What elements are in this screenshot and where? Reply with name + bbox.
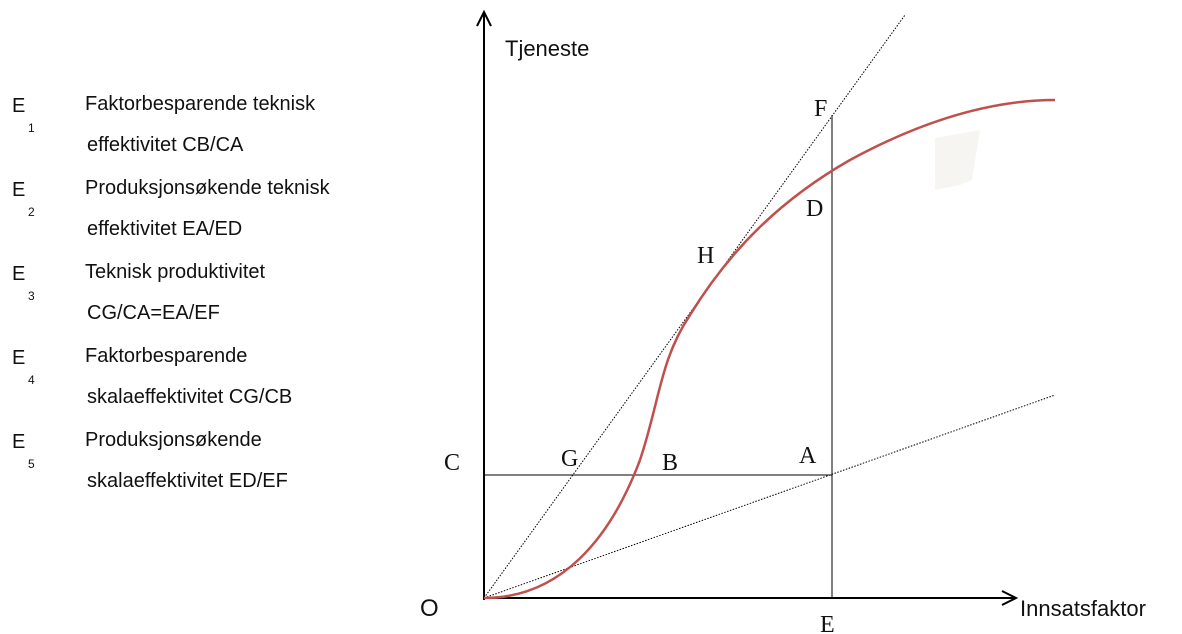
legend-text: effektivitet EA/ED (87, 218, 242, 240)
point-label: A (799, 443, 817, 469)
point-label: B (662, 450, 678, 476)
legend-symbol: E (12, 95, 25, 117)
x-arrow (1001, 590, 1019, 606)
legend-subscript: 3 (28, 289, 35, 303)
legend-symbol: E (12, 347, 25, 369)
production-curve (483, 98, 1056, 600)
legend-text: skalaeffektivitet CG/CB (87, 386, 292, 408)
legend-subscript: 5 (28, 457, 35, 471)
legend-text: effektivitet CB/CA (87, 134, 244, 156)
y-axis-label: Tjeneste (505, 36, 589, 61)
legend-text: skalaeffektivitet ED/EF (87, 470, 288, 492)
point-label: G (561, 446, 578, 472)
y-arrow (476, 9, 492, 27)
legend-subscript: 2 (28, 205, 35, 219)
legend-text: CG/CA=EA/EF (87, 302, 220, 324)
legend-text: Faktorbesparende (85, 345, 247, 367)
point-label: F (814, 96, 827, 122)
legend-text: Produksjonsøkende (85, 429, 262, 451)
legend-subscript: 1 (28, 121, 35, 135)
legend-symbol: E (12, 179, 25, 201)
x-axis-label: Innsatsfaktor (1020, 596, 1146, 621)
legend-symbol: E (12, 431, 25, 453)
origin-label: O (420, 595, 439, 622)
ray-line (483, 394, 1056, 599)
smudge (935, 130, 980, 190)
legend-symbol: E (12, 263, 25, 285)
legend-text: Teknisk produktivitet (85, 261, 266, 283)
legend-text: Produksjonsøkende teknisk (85, 177, 331, 199)
point-label: C (444, 450, 460, 476)
legend-subscript: 4 (28, 373, 35, 387)
point-label: D (806, 196, 823, 222)
point-label: E (820, 612, 835, 634)
point-label: H (697, 243, 714, 269)
legend: E 1 Faktorbesparende teknisk effektivite… (12, 93, 331, 492)
legend-text: Faktorbesparende teknisk (85, 93, 316, 115)
